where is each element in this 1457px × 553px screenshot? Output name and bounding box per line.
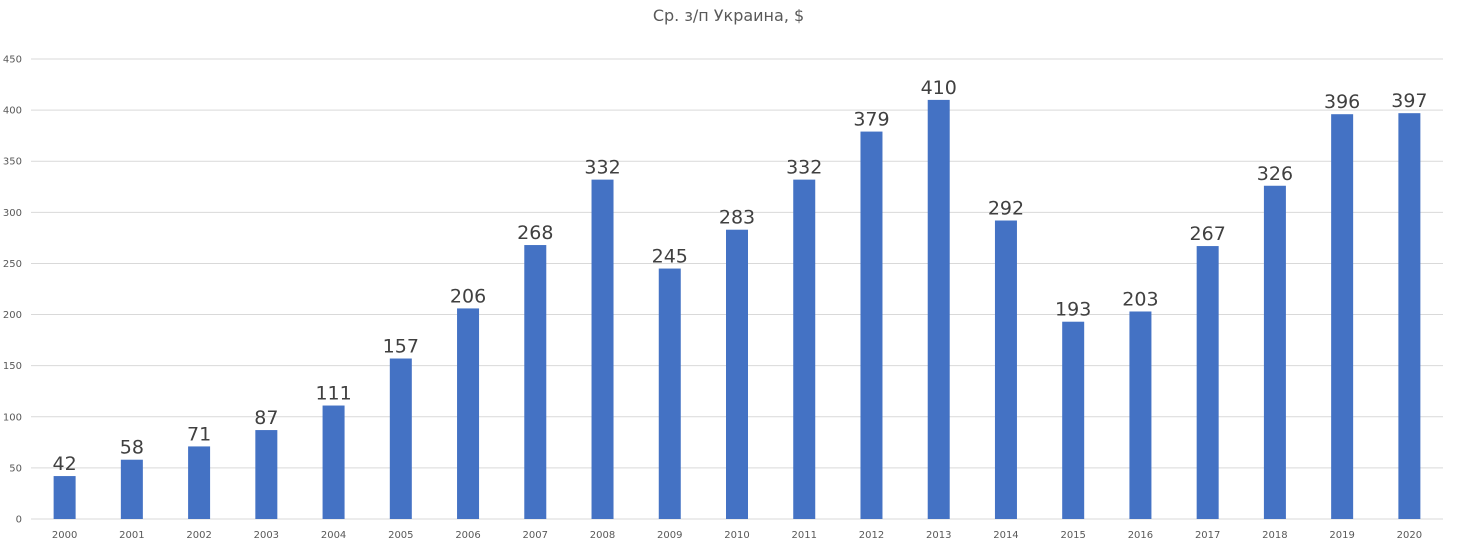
- data-label: 267: [1190, 223, 1226, 245]
- x-tick-label: 2020: [1397, 530, 1422, 541]
- data-label: 292: [988, 198, 1024, 220]
- bar: [457, 308, 480, 519]
- bar: [322, 405, 345, 519]
- data-label: 203: [1122, 288, 1158, 310]
- y-tick-label: 100: [3, 412, 22, 423]
- y-axis-ticks: 0 50 100 150 200 250 300 350 400 450: [3, 55, 22, 526]
- bar: [1062, 321, 1085, 519]
- bar: [53, 476, 76, 519]
- x-tick-label: 2019: [1329, 530, 1354, 541]
- bar: [1398, 113, 1421, 519]
- bar: [255, 430, 278, 519]
- x-tick-label: 2000: [52, 530, 77, 541]
- bar: [524, 245, 547, 520]
- x-tick-label: 2017: [1195, 530, 1220, 541]
- bar: [389, 358, 412, 519]
- y-tick-label: 200: [3, 310, 22, 321]
- y-tick-label: 300: [3, 208, 22, 219]
- y-tick-label: 0: [16, 515, 22, 526]
- data-label: 193: [1055, 299, 1091, 321]
- bar: [1196, 246, 1219, 520]
- data-label: 326: [1257, 163, 1293, 185]
- x-tick-label: 2001: [119, 530, 144, 541]
- y-tick-label: 150: [3, 361, 22, 372]
- y-tick-label: 50: [9, 463, 22, 474]
- bar: [188, 446, 211, 519]
- bar: [1331, 114, 1354, 519]
- bar: [927, 99, 950, 519]
- bar: [994, 220, 1017, 519]
- x-tick-label: 2014: [993, 530, 1018, 541]
- data-label: 283: [719, 207, 755, 229]
- data-label: 379: [853, 109, 889, 131]
- data-label: 332: [786, 157, 822, 179]
- x-tick-label: 2010: [724, 530, 749, 541]
- data-label: 71: [187, 423, 211, 445]
- x-tick-label: 2012: [859, 530, 884, 541]
- data-label: 87: [254, 407, 278, 429]
- data-label: 332: [584, 157, 620, 179]
- chart-title: Ср. з/п Украина, $: [652, 6, 805, 25]
- data-label: 206: [450, 285, 486, 307]
- bar: [793, 179, 816, 519]
- x-tick-label: 2013: [926, 530, 951, 541]
- data-label: 245: [652, 246, 688, 268]
- bars: [53, 99, 1421, 520]
- data-label: 58: [120, 437, 144, 459]
- data-label: 396: [1324, 91, 1360, 113]
- x-tick-label: 2002: [186, 530, 211, 541]
- data-label: 111: [315, 383, 351, 405]
- x-tick-label: 2008: [590, 530, 615, 541]
- y-tick-label: 450: [3, 55, 22, 66]
- bar: [658, 268, 681, 519]
- bar: [120, 459, 143, 519]
- y-tick-label: 400: [3, 106, 22, 117]
- x-tick-label: 2003: [254, 530, 279, 541]
- data-label: 268: [517, 222, 553, 244]
- data-label: 42: [53, 453, 77, 475]
- x-tick-label: 2006: [455, 530, 480, 541]
- data-label: 410: [921, 77, 957, 99]
- data-label: 157: [383, 336, 419, 358]
- bar: [591, 179, 614, 519]
- x-tick-label: 2018: [1262, 530, 1287, 541]
- bar: [1129, 311, 1152, 519]
- x-tick-label: 2015: [1060, 530, 1085, 541]
- data-labels: 42 58 71 87 111 157 206 268 332 245 283 332 379 410 29…: [53, 77, 1428, 475]
- data-label: 397: [1391, 90, 1427, 112]
- x-tick-label: 2007: [523, 530, 548, 541]
- bar: [860, 131, 883, 520]
- x-tick-label: 2005: [388, 530, 413, 541]
- bar: [726, 229, 748, 519]
- y-tick-label: 350: [3, 157, 22, 168]
- x-tick-label: 2011: [792, 530, 817, 541]
- x-tick-label: 2016: [1128, 530, 1153, 541]
- x-tick-label: 2004: [321, 530, 346, 541]
- bar: [1263, 185, 1286, 519]
- x-tick-label: 2009: [657, 530, 682, 541]
- x-axis-ticks: 2000 2001 2002 2003 2004 2005 2006 2007 2008 2009…: [52, 530, 1422, 541]
- y-tick-label: 250: [3, 259, 22, 270]
